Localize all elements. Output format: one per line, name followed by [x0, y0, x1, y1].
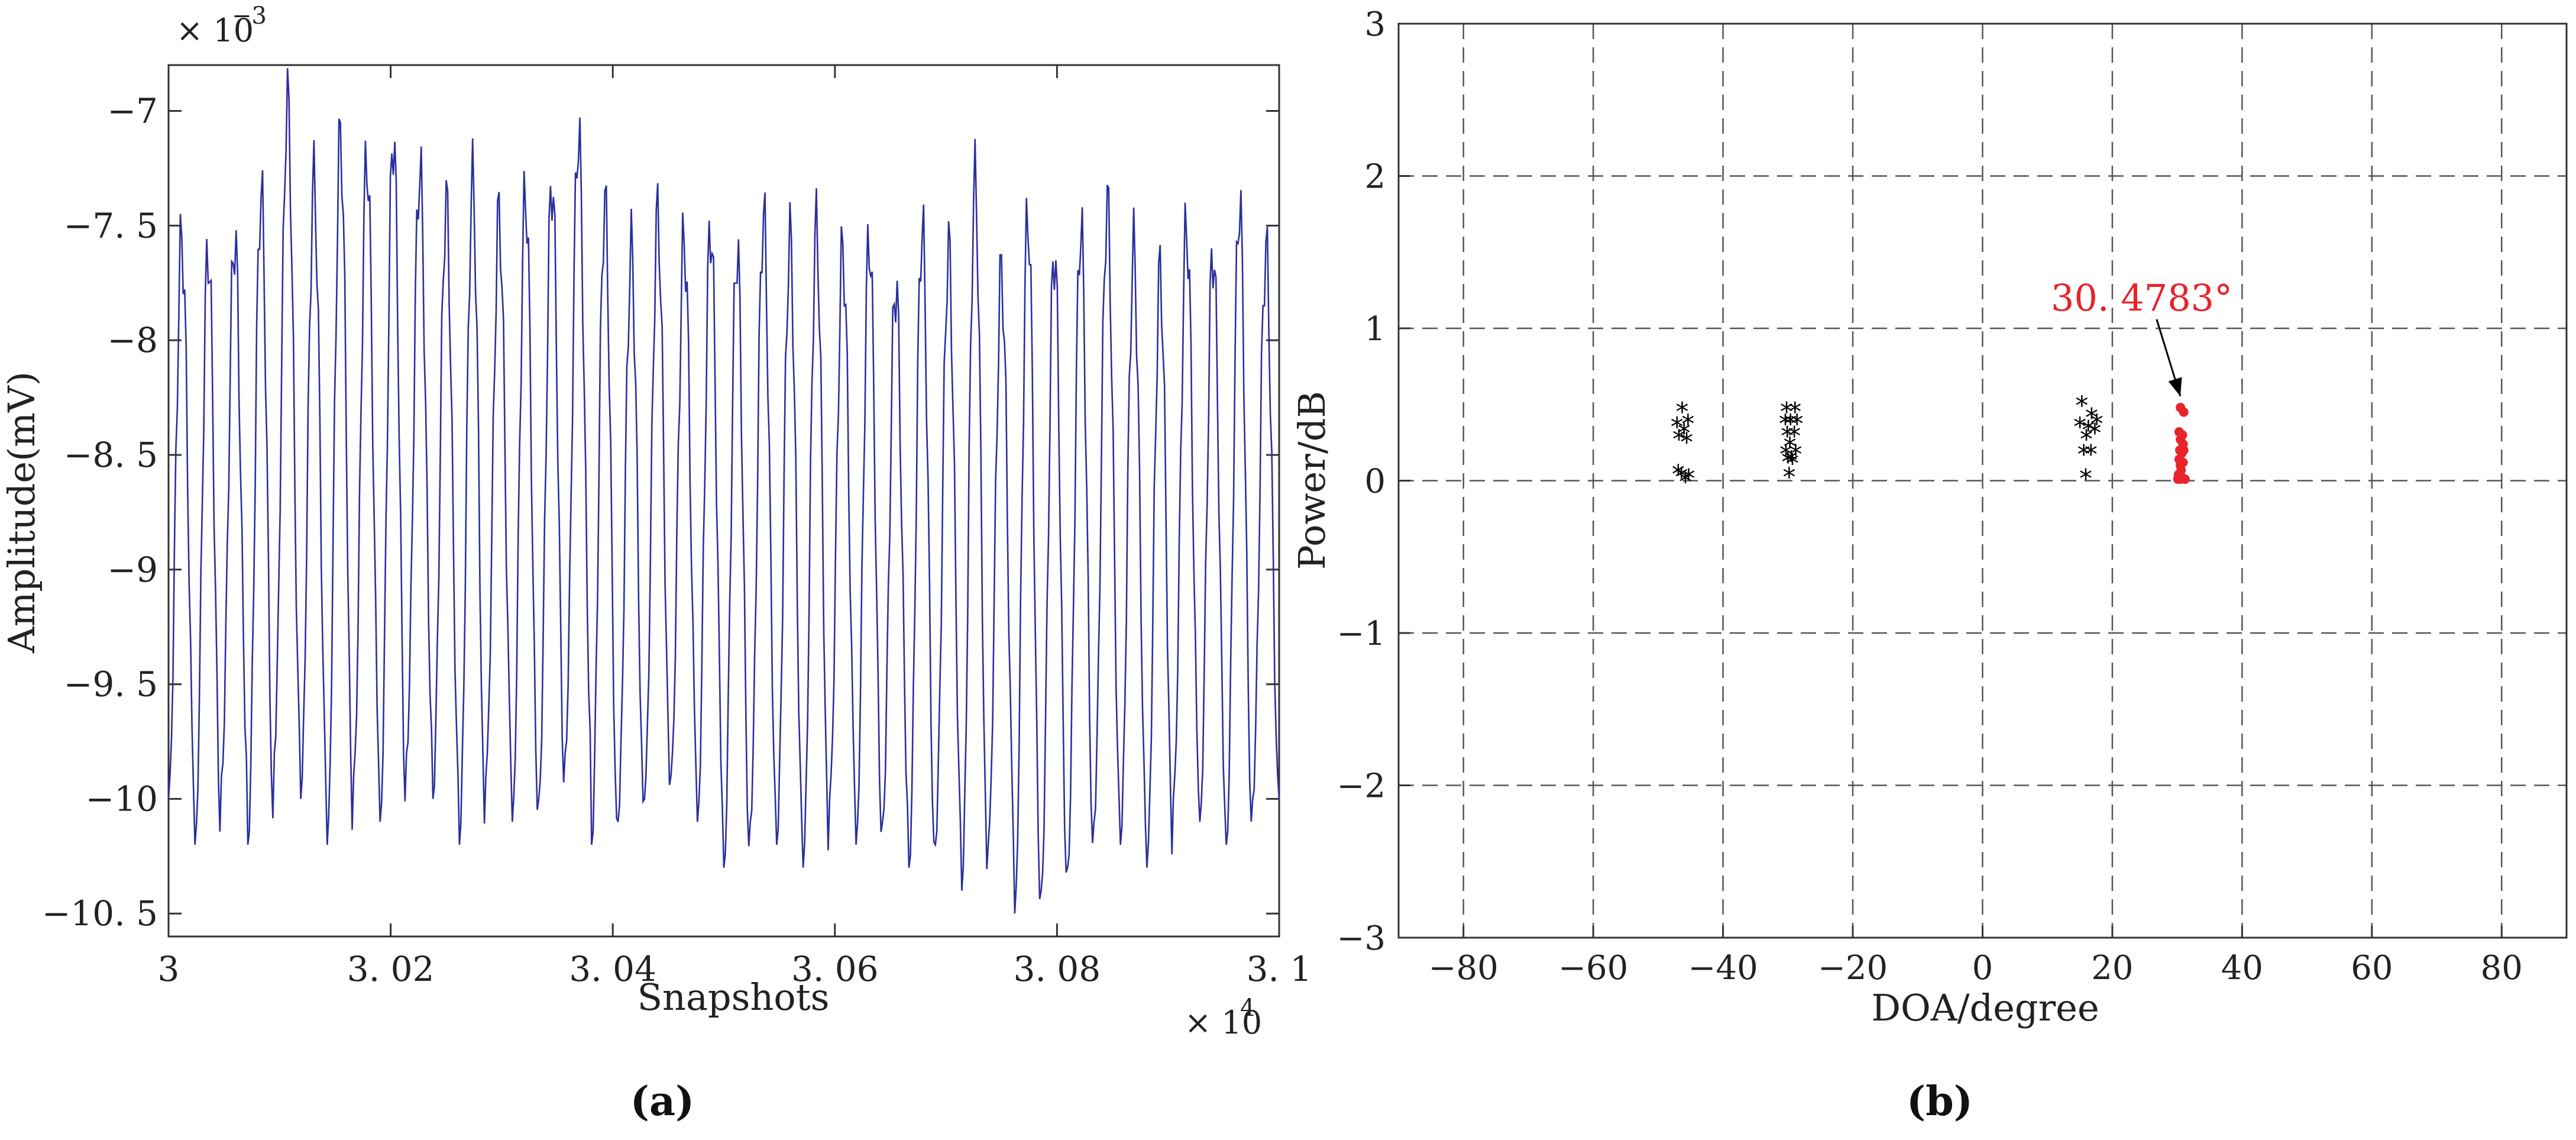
chart-a-y-tick-label: −10. 5: [42, 893, 158, 934]
chart-a-y-axis-label: Amplitude(mV): [0, 372, 43, 654]
chart-b-x-axis-label: DOA/degree: [1871, 986, 2099, 1029]
chart-a-series-group: [167, 68, 1280, 914]
chart-a-ticks-group: 3 3. 02 3. 04 3. 06 3. 08 3. 1 −10. 5 −10 −9. 5 −…: [42, 65, 1312, 989]
chart-b-point-star: *: [2073, 412, 2086, 443]
chart-a-snapshots-amplitude: 3 3. 02 3. 04 3. 06 3. 08 3. 1 −10. 5 −10 −9. 5 −…: [0, 2, 1312, 1125]
chart-b-point-star: *: [1780, 397, 1793, 427]
chart-b-point-star: *: [1789, 440, 1802, 470]
chart-b-point-star: *: [2085, 440, 2098, 470]
chart-a-x-axis-label: Snapshots: [637, 976, 830, 1019]
chart-b-x-tick-label: −40: [1688, 949, 1758, 987]
chart-b-point-star: *: [1779, 440, 1792, 470]
chart-b-x-tick-label: 80: [2481, 949, 2523, 987]
chart-a-y-multiplier: × 10 −3: [176, 2, 267, 49]
chart-a-y-tick-label: −9. 5: [64, 664, 158, 705]
chart-a-x-tick-label: 3. 04: [569, 949, 656, 989]
chart-b-point-star: *: [1672, 459, 1685, 489]
chart-a-y-multiplier-base: × 10: [176, 12, 254, 49]
chart-a-y-tick-label: −8. 5: [64, 435, 158, 475]
chart-b-point-star: *: [1781, 447, 1794, 477]
chart-b-point-dot: [2173, 474, 2183, 484]
chart-b-y-tick-label: 0: [1364, 463, 1386, 501]
chart-b-x-tick-label: 60: [2351, 949, 2393, 987]
chart-b-point-star: *: [1791, 409, 1804, 440]
chart-b-annotation-arrow-head: [2168, 377, 2182, 396]
chart-b-y-tick-label: −3: [1336, 919, 1386, 958]
chart-b-x-tick-label: −60: [1558, 949, 1628, 987]
chart-b-point-star: *: [1678, 418, 1691, 448]
chart-b-x-tick-label: 40: [2221, 949, 2263, 987]
chart-b-point-dot: [2179, 445, 2189, 455]
chart-b-point-star: *: [1786, 448, 1799, 479]
chart-b-y-tick-label: 1: [1364, 310, 1386, 348]
chart-b-grid: [1399, 22, 2567, 939]
chart-b-y-tick-label: 3: [1364, 5, 1386, 44]
chart-a-plot-frame: [167, 64, 1280, 938]
chart-a-y-tick-label: −10: [86, 779, 158, 819]
chart-a-y-tick-label: −9: [108, 550, 158, 590]
chart-b-point-star: *: [1672, 424, 1685, 454]
chart-a-x-multiplier-exponent: 4: [1240, 994, 1255, 1022]
chart-b-series-red-dots: [2173, 402, 2190, 484]
chart-b-peak-annotation-label: 30. 4783°: [2051, 276, 2232, 319]
chart-b-point-star: *: [1671, 412, 1684, 443]
chart-b-point-dot: [2179, 407, 2189, 417]
panel-a-label: (a): [630, 1078, 694, 1125]
chart-b-x-tick-label: 0: [1972, 949, 1994, 987]
chart-b-x-tick-label: 20: [2091, 949, 2133, 987]
chart-b-doa-power: ********************************** −80 −6…: [1290, 5, 2568, 1125]
chart-a-y-tick-label: −7: [108, 91, 158, 131]
chart-b-point-star: *: [1680, 427, 1693, 457]
chart-a-x-tick-label: 3. 1: [1247, 949, 1312, 989]
chart-b-point-star: *: [1781, 421, 1794, 451]
chart-b-series-black-stars: **********************************: [1671, 391, 2103, 498]
chart-b-x-tick-label: −80: [1429, 949, 1499, 987]
chart-b-ticks-group: −80 −60 −40 −20 0 20 40 60 80 −3 −2 −1 0 1 2 3: [1336, 5, 2522, 987]
chart-b-point-star: *: [2082, 415, 2095, 445]
chart-b-point-star: *: [1788, 421, 1801, 451]
chart-a-y-tick-label: −8: [108, 320, 158, 360]
chart-b-point-star: *: [2079, 464, 2092, 494]
chart-b-x-tick-label: −20: [1818, 949, 1888, 987]
chart-b-point-star: *: [2088, 418, 2101, 448]
chart-b-point-star: *: [1785, 445, 1798, 476]
chart-b-y-tick-label: 2: [1364, 158, 1386, 196]
chart-a-x-tick-label: 3. 06: [791, 949, 879, 989]
chart-b-peak-annotation: 30. 4783°: [2051, 276, 2232, 397]
chart-a-x-tick-label: 3. 02: [347, 949, 435, 989]
chart-b-y-axis-label: Power/dB: [1290, 391, 1334, 570]
chart-b-point-star: *: [1679, 467, 1692, 497]
chart-b-point-star: *: [2080, 424, 2093, 454]
chart-b-point-star: *: [1675, 397, 1688, 427]
chart-b-point-star: *: [2077, 440, 2090, 470]
chart-b-point-star: *: [1788, 397, 1801, 427]
chart-a-axes-box: [167, 64, 1280, 938]
chart-b-series-group: **********************************: [1671, 391, 2190, 498]
chart-a-x-tick-label: 3. 08: [1014, 949, 1101, 989]
chart-b-point-star: *: [1675, 463, 1688, 493]
chart-a-series-line: [167, 68, 1280, 914]
chart-b-point-star: *: [1784, 432, 1797, 462]
chart-b-point-star: *: [2085, 403, 2098, 433]
chart-a-x-tick-label: 3: [158, 949, 180, 989]
chart-b-point-star: *: [2090, 409, 2103, 440]
chart-b-point-star: *: [1681, 409, 1694, 440]
chart-b-point-star: *: [1783, 463, 1796, 493]
panel-b-label: (b): [1907, 1078, 1973, 1125]
chart-b-point-dot: [2180, 474, 2190, 484]
chart-a-y-tick-label: −7. 5: [64, 205, 158, 246]
chart-b-y-tick-label: −1: [1336, 615, 1386, 653]
chart-b-point-star: *: [1779, 409, 1792, 440]
chart-a-x-multiplier: × 10 4: [1185, 994, 1262, 1041]
chart-b-point-star: *: [2075, 391, 2088, 421]
chart-b-y-tick-label: −2: [1336, 767, 1386, 806]
chart-a-x-multiplier-base: × 10: [1185, 1004, 1262, 1041]
chart-a-y-multiplier-exponent: −3: [232, 2, 267, 30]
chart-b-point-star: *: [1682, 464, 1695, 494]
chart-b-point-star: *: [1784, 409, 1797, 440]
